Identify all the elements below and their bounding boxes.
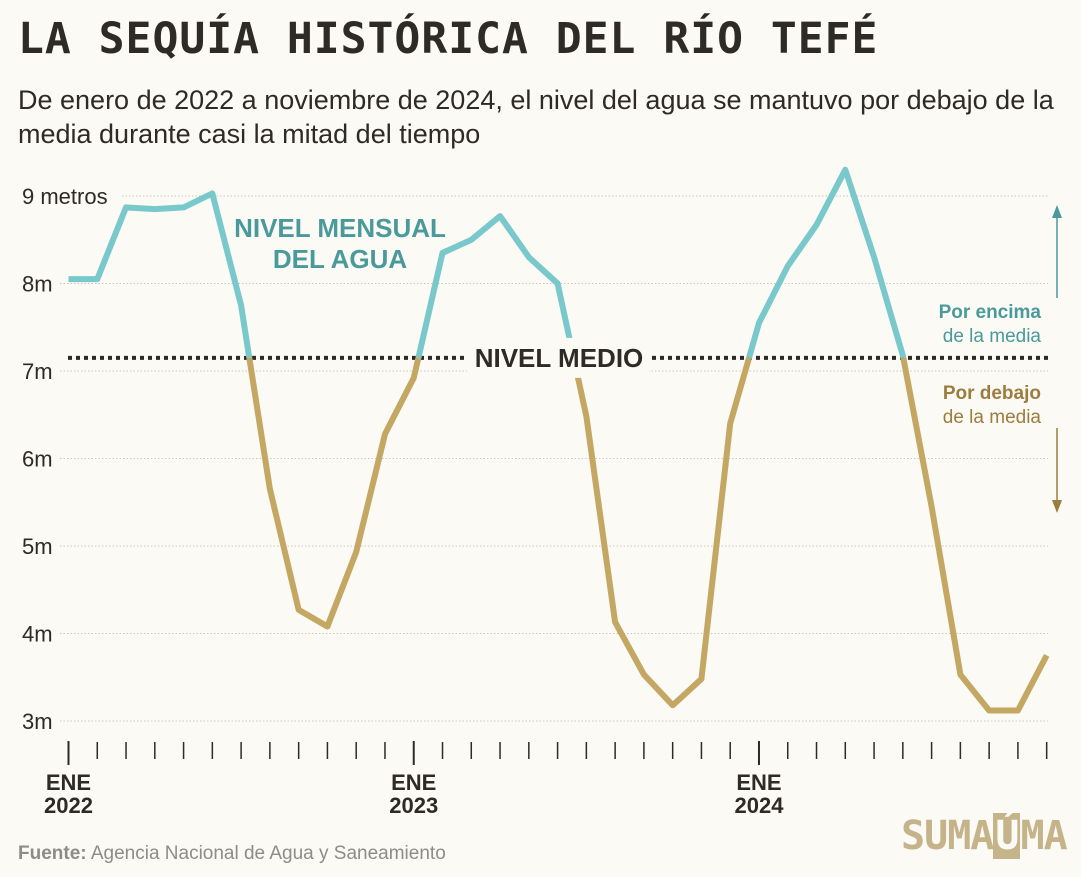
logo-letter: Ú [993,813,1021,859]
series-segment-below [570,357,752,709]
logo-letter: A [970,813,994,859]
x-tick-label: ENE [736,770,781,795]
logo-letter: S [901,813,925,859]
legend-above-subtitle: de la media [943,326,1042,347]
y-tick-label: 5m [22,534,53,559]
arrow-up-icon [1052,205,1062,218]
y-tick-label: 8m [22,272,53,297]
chart-subtitle: De enero de 2022 a noviembre de 2024, el… [18,85,1054,149]
y-tick-label: 7m [22,359,53,384]
series-label: DEL AGUA [273,244,408,274]
series-segment-above [746,166,907,359]
gridlines [60,195,1048,722]
x-tick-label: 2024 [735,793,785,818]
y-tick-label: 4m [22,622,53,647]
brand-logo: SUMAÚMA [901,810,1068,862]
legend-below-subtitle: de la media [943,407,1042,428]
logo-letter: M [947,813,971,859]
series-segment-above [68,190,253,359]
series-label: NIVEL MENSUAL [234,213,446,243]
source-footer: Fuente: Agencia Nacional de Agua y Sanea… [18,843,446,865]
logo-letter: M [1020,813,1044,859]
series-segment-below [900,357,1050,714]
x-tick-label: 2023 [389,793,438,818]
reference-label-bg [467,337,649,378]
series-segment-below [246,357,422,630]
y-tick-label: 3m [22,709,53,734]
series-segment-above [415,213,577,359]
source-text: Agencia Nacional de Agua y Saneamiento [90,843,446,864]
y-tick-label: 6m [22,447,53,472]
chart-title: LA SEQUÍA HISTÓRICA DEL RÍO TEFÉ [18,14,879,64]
arrow-down-icon [1052,500,1062,513]
reference-line-label: NIVEL MEDIO [475,343,644,373]
x-tick-label: 2022 [44,793,93,818]
x-tick-label: ENE [46,770,91,795]
logo-letter: A [1043,813,1068,859]
logo-letter: U [924,813,948,859]
legend-above-title: Por encima [939,302,1042,323]
series-line [68,166,1050,714]
y-tick-label: 9 metros [22,184,108,209]
source-label: Fuente: [18,843,87,864]
legend-below-title: Por debajo [943,383,1041,404]
y-tick-labels: 9 metros 8m 7m 6m 5m 4m 3m [22,184,108,734]
x-tick-label: ENE [391,770,436,795]
